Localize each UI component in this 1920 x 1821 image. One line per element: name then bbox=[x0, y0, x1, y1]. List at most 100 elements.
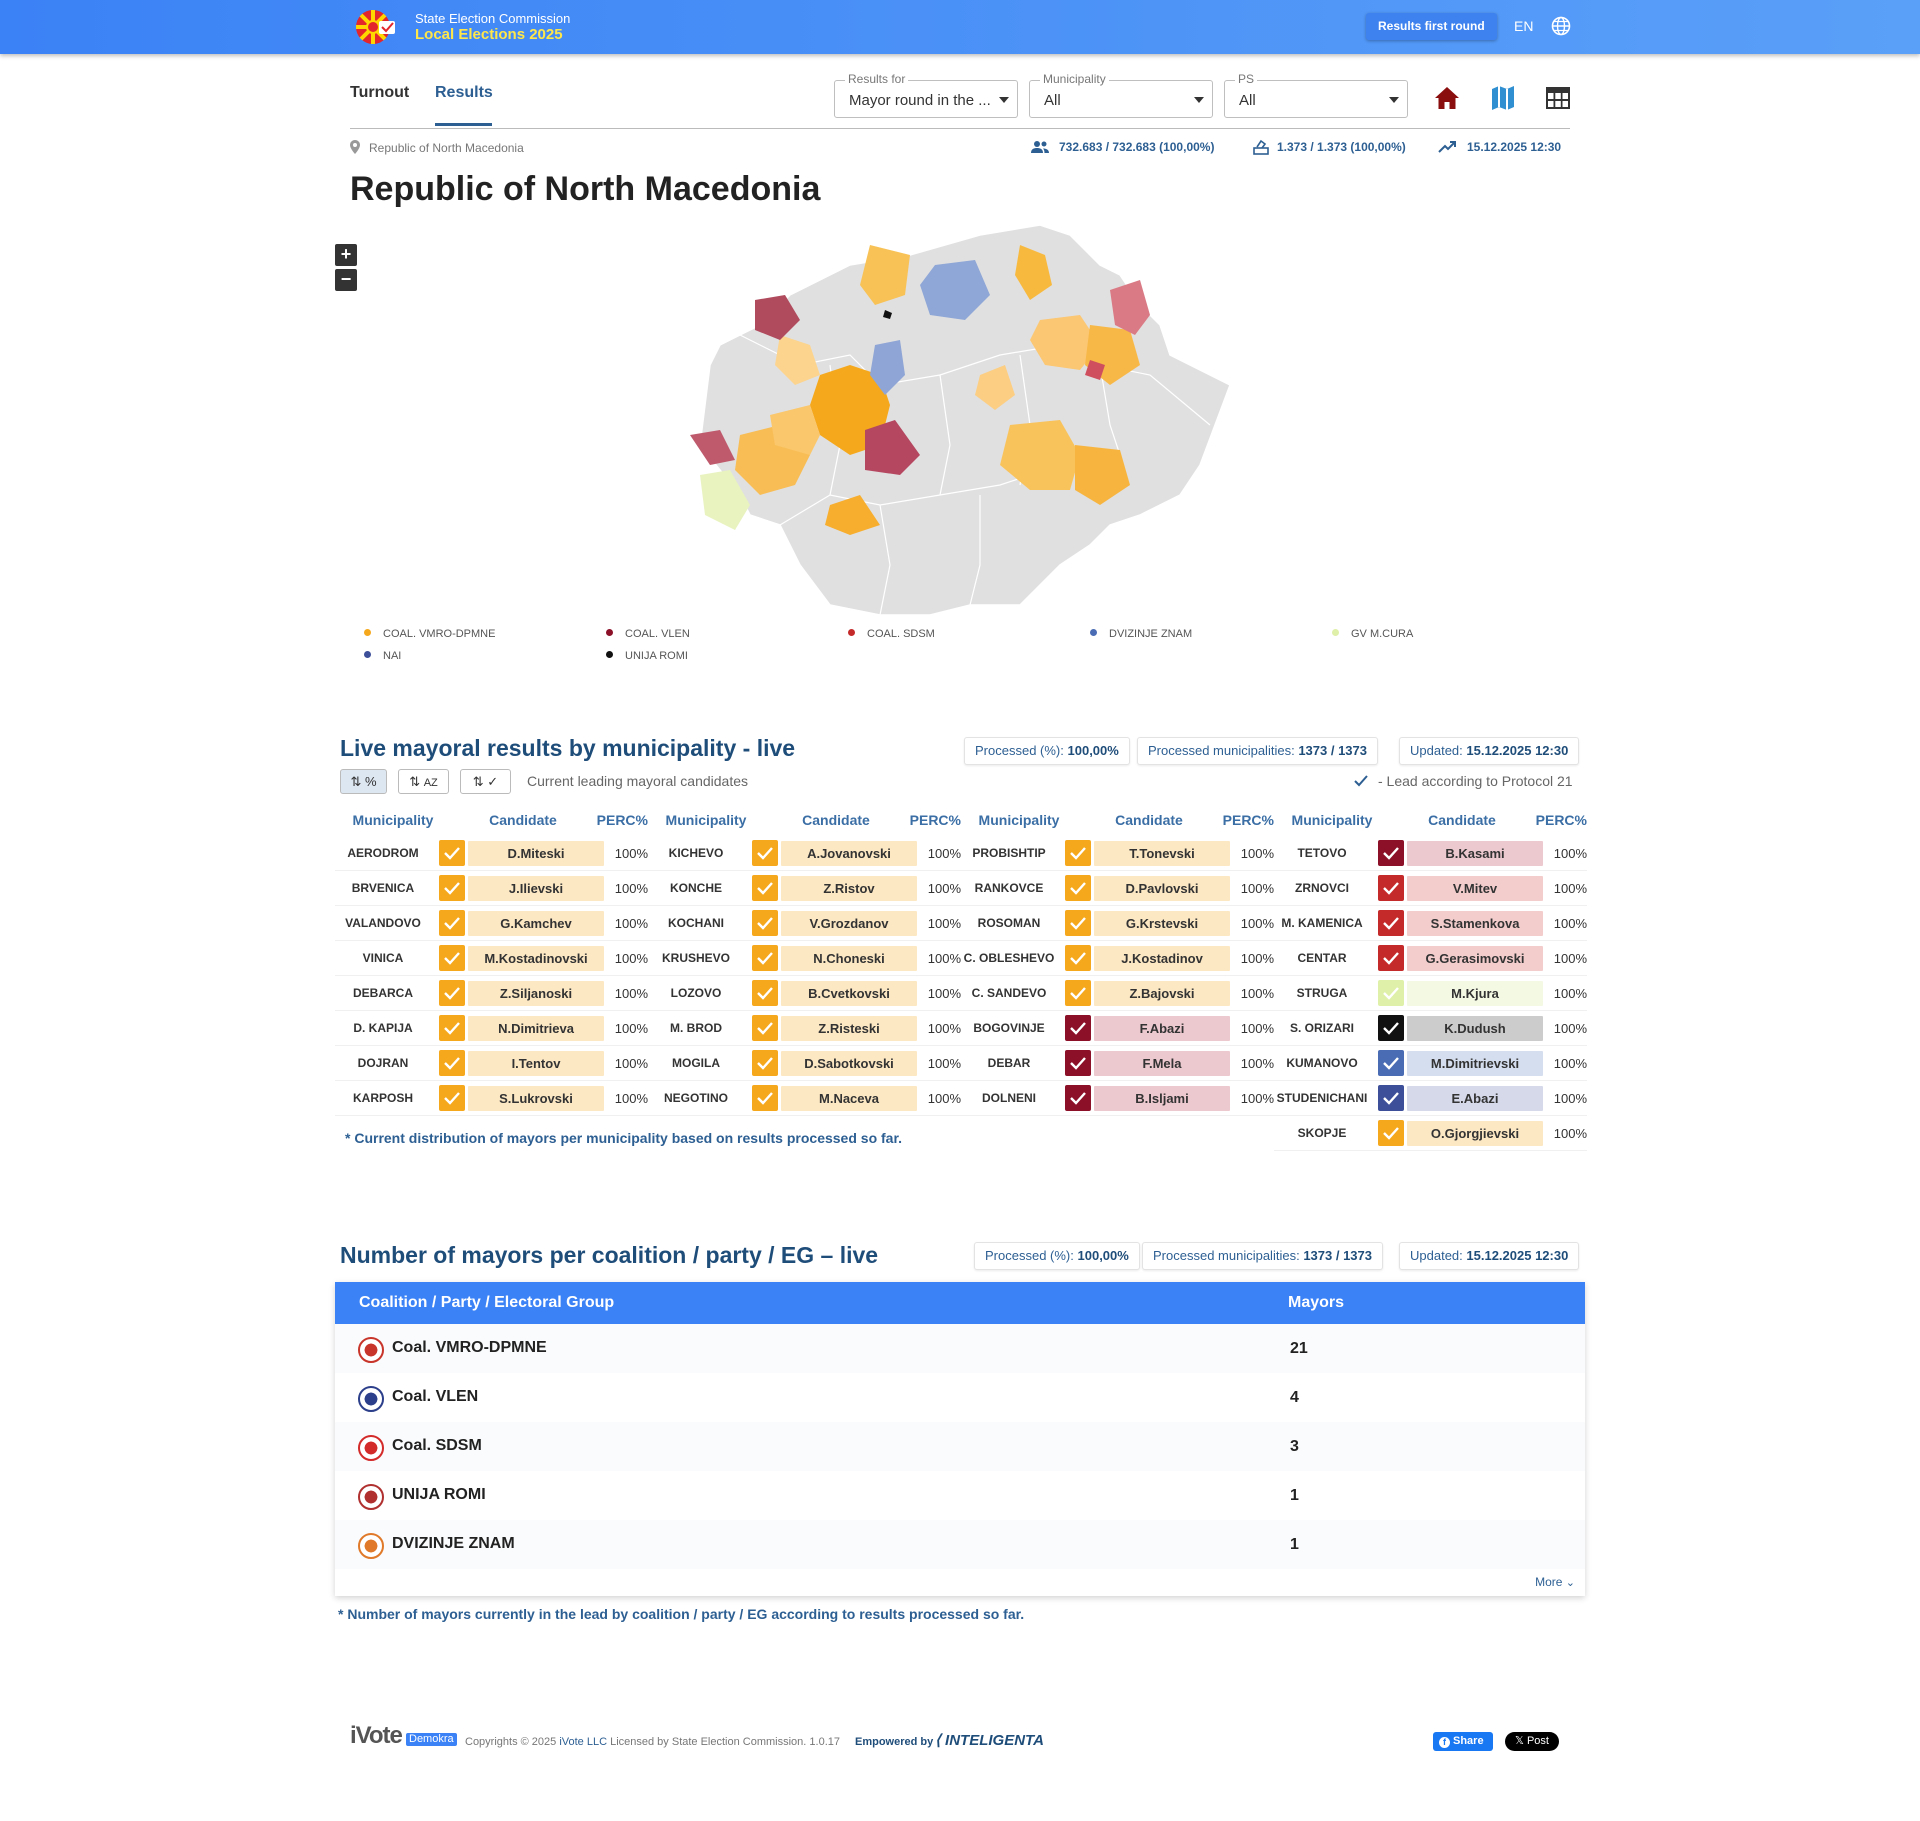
municipality-row[interactable]: BOGOVINJE F.Abazi 100% bbox=[961, 1011, 1274, 1046]
candidate-name: V.Grozdanov bbox=[781, 910, 917, 936]
municipality-row[interactable]: DEBARCA Z.Siljanoski 100% bbox=[335, 976, 648, 1011]
municipality-row[interactable]: CENTAR G.Gerasimovski 100% bbox=[1274, 941, 1587, 976]
municipality-row[interactable]: NEGOTINO M.Naceva 100% bbox=[648, 1081, 961, 1116]
ps-select[interactable]: PS All bbox=[1224, 72, 1408, 118]
candidate-percent: 100% bbox=[1240, 1090, 1274, 1106]
municipality-row[interactable]: VALANDOVO G.Kamchev 100% bbox=[335, 906, 648, 941]
company-link[interactable]: iVote LLC bbox=[559, 1736, 608, 1748]
municipality-row[interactable]: STRUGA M.Kjura 100% bbox=[1274, 976, 1587, 1011]
municipality-row[interactable]: D. KAPIJA N.Dimitrieva 100% bbox=[335, 1011, 648, 1046]
percent-header[interactable]: PERC% bbox=[909, 811, 961, 828]
candidate-name: B.Cvetkovski bbox=[781, 980, 917, 1006]
coalition-row[interactable]: DVIZINJE ZNAM 1 bbox=[335, 1520, 1585, 1569]
globe-icon[interactable] bbox=[1551, 16, 1571, 36]
municipality-row[interactable]: TETOVO B.Kasami 100% bbox=[1274, 836, 1587, 871]
ivote-logo[interactable]: iVote bbox=[350, 1722, 403, 1749]
municipality-row[interactable]: C. SANDEVO Z.Bajovski 100% bbox=[961, 976, 1274, 1011]
municipality-row[interactable]: MOGILA D.Sabotkovski 100% bbox=[648, 1046, 961, 1081]
municipality-row[interactable]: M. KAMENICA S.Stamenkova 100% bbox=[1274, 906, 1587, 941]
percent-header[interactable]: PERC% bbox=[1535, 811, 1587, 828]
municipality-select[interactable]: Municipality All bbox=[1029, 72, 1213, 118]
municipality-row[interactable]: RANKOVCE D.Pavlovski 100% bbox=[961, 871, 1274, 906]
results-column-3: Municipality Candidate PERC% PROBISHTIP T.To… bbox=[961, 803, 1274, 1116]
municipality-row[interactable]: BRVENICA J.Ilievski 100% bbox=[335, 871, 648, 906]
check-icon bbox=[1065, 910, 1091, 936]
candidate-name: F.Mela bbox=[1094, 1050, 1230, 1076]
candidate-name: T.Tonevski bbox=[1094, 840, 1230, 866]
municipality-row[interactable]: C. OBLESHEVO J.Kostadinov 100% bbox=[961, 941, 1274, 976]
coalition-row[interactable]: UNIJA ROMI 1 bbox=[335, 1471, 1585, 1520]
more-button[interactable]: More ⌄ bbox=[1535, 1575, 1575, 1589]
tab-results[interactable]: Results bbox=[435, 84, 493, 101]
candidate-header[interactable]: Candidate bbox=[489, 811, 557, 828]
municipality-header[interactable]: Municipality bbox=[978, 811, 1060, 828]
sort-by-protocol-button[interactable]: ⇅ ✓ bbox=[460, 769, 511, 794]
coalition-row[interactable]: Coal. VLEN 4 bbox=[335, 1373, 1585, 1422]
results-for-select[interactable]: Results for Mayor round in the ... bbox=[834, 72, 1018, 118]
mayor-count: 1 bbox=[1290, 1487, 1299, 1504]
municipality-header[interactable]: Municipality bbox=[665, 811, 747, 828]
percent-header[interactable]: PERC% bbox=[1222, 811, 1274, 828]
candidate-name: Z.Risteski bbox=[781, 1015, 917, 1041]
municipality-row[interactable]: DEBAR F.Mela 100% bbox=[961, 1046, 1274, 1081]
results-first-round-button[interactable]: Results first round bbox=[1366, 13, 1497, 40]
people-icon bbox=[1031, 141, 1049, 153]
chevron-down-icon bbox=[999, 97, 1009, 103]
municipality-header[interactable]: Municipality bbox=[1291, 811, 1373, 828]
municipality-name: CENTAR bbox=[1297, 951, 1347, 965]
election-logo-icon[interactable] bbox=[351, 7, 399, 47]
check-icon bbox=[1065, 875, 1091, 901]
municipality-row[interactable]: VINICA M.Kostadinovski 100% bbox=[335, 941, 648, 976]
sort-alphabetical-button[interactable]: ⇅ AZ bbox=[398, 769, 449, 794]
candidate-header[interactable]: Candidate bbox=[1428, 811, 1496, 828]
facebook-share-button[interactable]: f Share bbox=[1433, 1732, 1493, 1751]
municipality-row[interactable]: DOJRAN I.Tentov 100% bbox=[335, 1046, 648, 1081]
municipality-row[interactable]: M. BROD Z.Risteski 100% bbox=[648, 1011, 961, 1046]
check-icon bbox=[439, 910, 465, 936]
municipality-row[interactable]: KONCHE Z.Ristov 100% bbox=[648, 871, 961, 906]
municipality-row[interactable]: SKOPJE O.Gjorgjievski 100% bbox=[1274, 1116, 1587, 1151]
candidate-percent: 100% bbox=[614, 1055, 648, 1071]
tab-turnout[interactable]: Turnout bbox=[350, 84, 410, 101]
municipality-row[interactable]: KICHEVO A.Jovanovski 100% bbox=[648, 836, 961, 871]
municipality-row[interactable]: ZRNOVCI V.Mitev 100% bbox=[1274, 871, 1587, 906]
candidate-header[interactable]: Candidate bbox=[1115, 811, 1183, 828]
zoom-out-button[interactable]: − bbox=[335, 269, 357, 291]
candidate-name: Z.Ristov bbox=[781, 875, 917, 901]
municipality-row[interactable]: LOZOVO B.Cvetkovski 100% bbox=[648, 976, 961, 1011]
municipality-header[interactable]: Municipality bbox=[352, 811, 434, 828]
candidate-header[interactable]: Candidate bbox=[802, 811, 870, 828]
demokra-tag: Demokra bbox=[406, 1733, 457, 1746]
processed-municipalities-chip: Processed municipalities: 1373 / 1373 bbox=[1142, 1242, 1383, 1270]
municipality-row[interactable]: STUDENICHANI E.Abazi 100% bbox=[1274, 1081, 1587, 1116]
municipality-row[interactable]: PROBISHTIP T.Tonevski 100% bbox=[961, 836, 1274, 871]
table-icon[interactable] bbox=[1543, 83, 1573, 113]
municipality-row[interactable]: KUMANOVO M.Dimitrievski 100% bbox=[1274, 1046, 1587, 1081]
home-icon[interactable] bbox=[1432, 83, 1462, 113]
x-post-button[interactable]: 𝕏 Post bbox=[1505, 1732, 1559, 1751]
percent-header[interactable]: PERC% bbox=[596, 811, 648, 828]
inteligenta-logo[interactable]: ⟨ INTELIGENTA bbox=[935, 1732, 1044, 1749]
municipality-name: VINICA bbox=[362, 951, 404, 965]
municipality-row[interactable]: ROSOMAN G.Krstevski 100% bbox=[961, 906, 1274, 941]
region-sdsm bbox=[1110, 280, 1150, 335]
municipality-map[interactable] bbox=[680, 225, 1240, 615]
mayors-table-header: Coalition / Party / Electoral Group Mayo… bbox=[335, 1282, 1585, 1324]
coalition-row[interactable]: Coal. VMRO-DPMNE 21 bbox=[335, 1324, 1585, 1373]
municipality-row[interactable]: DOLNENI B.Isljami 100% bbox=[961, 1081, 1274, 1116]
municipality-row[interactable]: KRUSHEVO N.Choneski 100% bbox=[648, 941, 961, 976]
municipality-row[interactable]: S. ORIZARI K.Dudush 100% bbox=[1274, 1011, 1587, 1046]
municipality-row[interactable]: KARPOSH S.Lukrovski 100% bbox=[335, 1081, 648, 1116]
check-icon bbox=[1378, 1050, 1404, 1076]
language-selector[interactable]: EN bbox=[1514, 18, 1534, 34]
zoom-in-button[interactable]: + bbox=[335, 244, 357, 266]
region-vlen bbox=[755, 295, 800, 340]
candidate-percent: 100% bbox=[1553, 950, 1587, 966]
municipality-row[interactable]: KOCHANI V.Grozdanov 100% bbox=[648, 906, 961, 941]
coalition-row[interactable]: Coal. SDSM 3 bbox=[335, 1422, 1585, 1471]
map-icon[interactable] bbox=[1488, 83, 1518, 113]
municipality-row[interactable]: AERODROM D.Miteski 100% bbox=[335, 836, 648, 871]
chevron-down-icon: ⌄ bbox=[1565, 1577, 1575, 1589]
empowered-by-label: Empowered by bbox=[855, 1736, 934, 1748]
sort-by-percent-button[interactable]: ⇅ % bbox=[340, 769, 387, 794]
